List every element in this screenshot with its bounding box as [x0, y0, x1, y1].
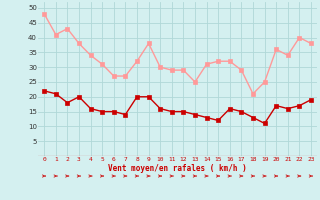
X-axis label: Vent moyen/en rafales ( km/h ): Vent moyen/en rafales ( km/h )	[108, 164, 247, 173]
